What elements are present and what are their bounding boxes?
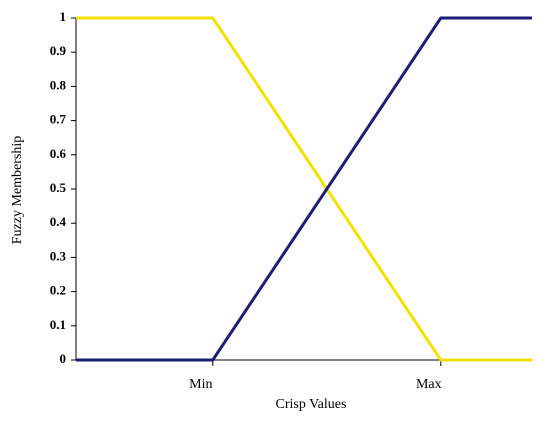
y-tick-label: 0.2 — [50, 283, 66, 298]
y-tick-label: 0.3 — [50, 248, 67, 263]
y-tick-label: 0.7 — [50, 112, 67, 127]
y-tick-label: 1 — [60, 9, 67, 24]
y-tick-label: 0.4 — [50, 214, 67, 229]
y-tick-label: 0.6 — [50, 146, 67, 161]
data-line — [76, 16, 532, 362]
y-tick-label: 0.5 — [50, 180, 67, 195]
x-tick-label: Min — [189, 377, 212, 392]
x-axis-title: Crisp Values — [276, 397, 347, 412]
y-tick-label: 0 — [60, 351, 67, 366]
y-tick-label: 0.1 — [50, 317, 66, 332]
x-tick-label: Max — [416, 377, 442, 392]
data-line — [76, 16, 532, 362]
y-tick-label: 0.8 — [50, 77, 67, 92]
y-tick-label: 0.9 — [50, 43, 67, 58]
y-axis-title: Fuzzy Membership — [10, 136, 25, 244]
